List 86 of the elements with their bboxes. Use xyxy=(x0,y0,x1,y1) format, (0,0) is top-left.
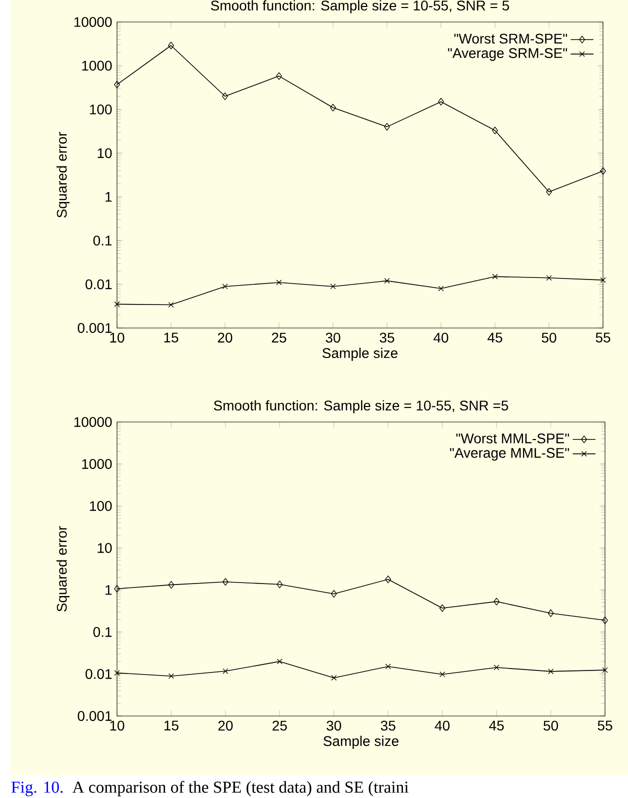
legend-label: "Average SRM-SE" xyxy=(448,48,568,61)
point xyxy=(438,98,444,106)
point xyxy=(438,286,444,292)
x-tick-label: 15 xyxy=(164,332,178,342)
x-tick-label: 35 xyxy=(380,332,394,343)
point xyxy=(548,668,554,674)
point xyxy=(222,578,228,586)
point xyxy=(114,80,120,88)
point xyxy=(168,580,174,589)
point xyxy=(276,280,282,286)
point xyxy=(548,609,554,618)
point xyxy=(602,667,608,673)
point xyxy=(330,590,337,598)
x-axis-title: Sample size xyxy=(322,348,398,361)
point xyxy=(114,584,120,593)
y-tick-label: 10 xyxy=(98,543,112,553)
point xyxy=(114,301,120,307)
point xyxy=(168,673,174,679)
point xyxy=(276,658,282,664)
point xyxy=(222,284,228,290)
point xyxy=(546,275,552,281)
point xyxy=(384,278,390,284)
caption: Fig. 10. xyxy=(11,782,63,796)
point xyxy=(276,72,282,80)
point xyxy=(385,664,391,670)
x-tick-label: 35 xyxy=(380,720,396,731)
y-tick-label: 100 xyxy=(90,501,112,511)
x-tick-label: 50 xyxy=(544,720,558,731)
point xyxy=(330,104,336,112)
y-tick-label: 1000 xyxy=(82,60,112,71)
x-tick-label: 25 xyxy=(272,332,286,343)
y-axis-title: Squared error xyxy=(56,526,70,612)
x-tick-label: 40 xyxy=(434,720,450,731)
x-tick-label: 45 xyxy=(489,720,504,730)
y-tick-label: 0.01 xyxy=(86,669,112,679)
y-tick-label: 10000 xyxy=(74,17,112,27)
point xyxy=(494,664,500,670)
y-tick-label: 0.1 xyxy=(93,236,112,246)
y-axis-title: Squared error xyxy=(56,132,70,218)
y-tick-label: 10000 xyxy=(74,417,112,427)
text: A comparison of the SPE (test data) and SE (traini xyxy=(72,780,408,796)
x-tick-label: 40 xyxy=(434,332,448,343)
point xyxy=(168,302,174,308)
point xyxy=(222,92,228,100)
point xyxy=(222,668,228,674)
point xyxy=(600,277,606,283)
point xyxy=(492,274,498,280)
y-tick-label: 10 xyxy=(98,148,112,158)
point xyxy=(276,580,283,588)
y-tick-label: 1 xyxy=(106,192,112,202)
x-tick-label: 20 xyxy=(218,332,232,343)
point xyxy=(439,604,446,612)
chart-title: Smooth function: Sample size = 10-55, SNR = 5 xyxy=(210,0,510,14)
legend-label: "Worst SRM-SPE" xyxy=(454,34,568,44)
y-tick-label: 100 xyxy=(90,104,112,114)
point xyxy=(331,675,337,681)
x-tick-label: 15 xyxy=(164,720,178,730)
y-tick-label: 0.001 xyxy=(78,711,112,721)
point xyxy=(385,576,392,584)
y-tick-label: 1000 xyxy=(82,459,112,469)
x-axis-title: Sample size xyxy=(324,736,398,749)
y-tick-label: 0.1 xyxy=(93,627,112,637)
x-tick-label: 25 xyxy=(272,720,287,731)
point xyxy=(602,616,608,624)
x-tick-label: 20 xyxy=(218,720,233,731)
point xyxy=(600,167,606,175)
chart-title: Smooth function: Sample size = 10-55, SNR =5 xyxy=(214,400,508,414)
x-tick-label: 50 xyxy=(542,332,556,343)
legend-label: "Worst MML-SPE" xyxy=(456,433,570,444)
point xyxy=(168,42,174,50)
x-tick-label: 30 xyxy=(326,720,342,731)
point xyxy=(494,598,500,606)
y-tick-label: 1 xyxy=(106,585,112,595)
x-tick-label: 30 xyxy=(326,332,340,343)
x-tick-label: 45 xyxy=(488,332,502,342)
legend-label: "Average MML-SE" xyxy=(450,448,570,461)
point xyxy=(440,672,446,678)
x-tick-label: 55 xyxy=(596,332,610,342)
y-tick-label: 0.01 xyxy=(86,279,112,290)
point xyxy=(330,284,336,290)
x-tick-label: 55 xyxy=(598,720,612,730)
point xyxy=(114,670,120,676)
y-tick-label: 0.001 xyxy=(78,323,112,333)
point xyxy=(384,123,390,131)
point xyxy=(492,126,498,134)
point xyxy=(546,188,552,196)
